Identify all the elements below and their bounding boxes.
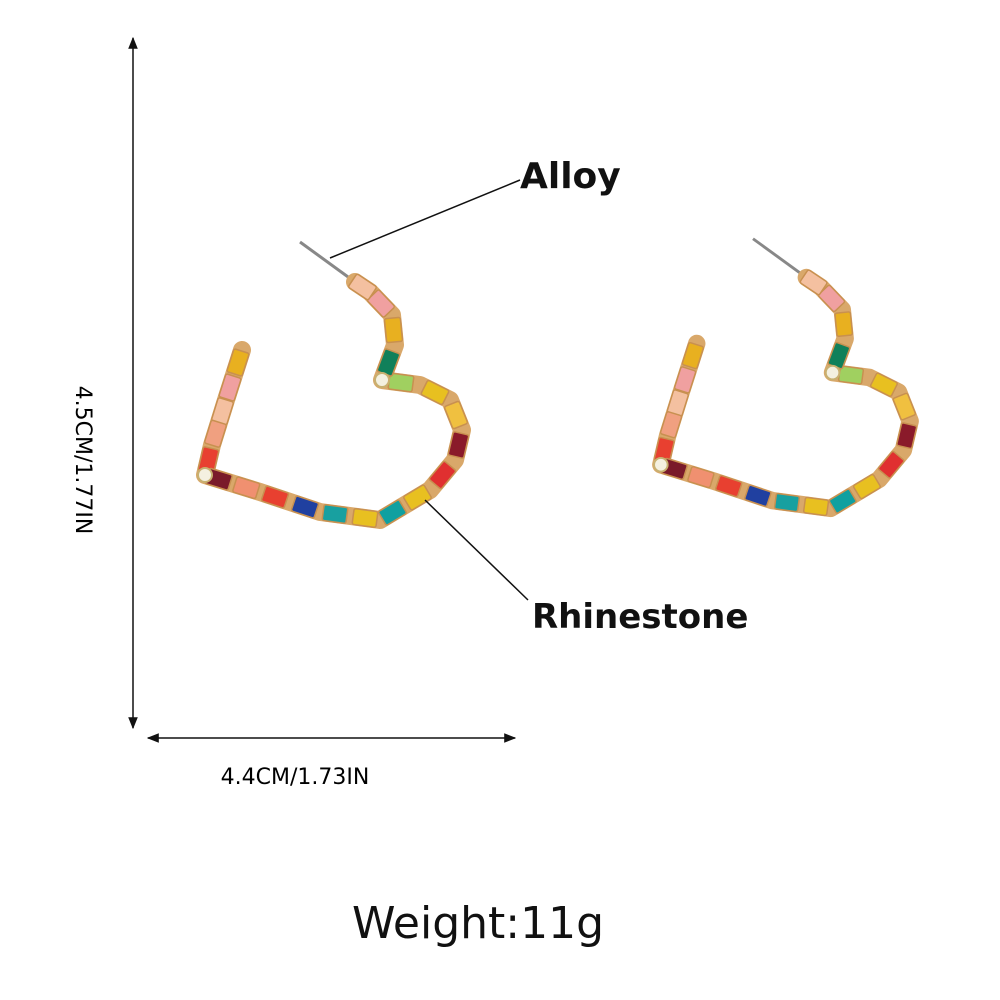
rhinestone	[348, 273, 377, 301]
rhinestone	[877, 450, 905, 479]
rhinestone	[378, 499, 407, 526]
rhinestone	[351, 507, 379, 529]
rhinestone	[687, 466, 715, 489]
height-label: 4.5CM/1.77IN	[70, 386, 95, 535]
crystal	[824, 364, 841, 381]
rhinestone	[290, 495, 320, 519]
rhinestone	[659, 411, 683, 439]
rhinestone-leader	[424, 499, 529, 601]
rhinestone	[447, 431, 470, 459]
rhinestone	[892, 392, 916, 421]
rhinestone	[367, 289, 395, 318]
width-label: 4.4CM/1.73IN	[221, 765, 370, 790]
rhinestone	[817, 284, 846, 313]
rhinestone	[383, 316, 404, 344]
rhinestone	[744, 484, 772, 508]
weight-label: Weight:11g	[352, 898, 604, 949]
rhinestone	[773, 492, 801, 513]
rhinestone	[673, 366, 697, 394]
earring-left	[196, 240, 471, 529]
earring-right	[652, 237, 919, 518]
alloy-label: Alloy	[520, 156, 621, 197]
post	[299, 240, 356, 284]
post	[752, 237, 808, 279]
rhinestone	[403, 484, 432, 511]
rhinestone	[802, 496, 830, 517]
rhinestone	[896, 422, 918, 450]
crystal	[374, 372, 390, 388]
crystal	[653, 456, 669, 473]
crystal	[197, 467, 213, 483]
rhinestone-label: Rhinestone	[532, 597, 748, 637]
rhinestone	[443, 400, 469, 430]
rhinestone	[715, 474, 743, 498]
rhinestone	[232, 476, 261, 500]
rhinestone	[852, 473, 881, 500]
rhinestone	[870, 372, 898, 397]
rhinestone	[226, 348, 250, 377]
rhinestone	[420, 379, 450, 406]
rhinestone	[204, 419, 227, 448]
rhinestone	[799, 269, 828, 296]
rhinestone	[828, 488, 857, 514]
rhinestone	[681, 341, 705, 370]
rhinestone	[218, 373, 242, 402]
rhinestone	[260, 485, 290, 509]
rhinestone	[834, 311, 854, 337]
alloy-leader	[329, 179, 521, 259]
rhinestone	[321, 503, 349, 525]
rhinestone	[428, 460, 457, 490]
